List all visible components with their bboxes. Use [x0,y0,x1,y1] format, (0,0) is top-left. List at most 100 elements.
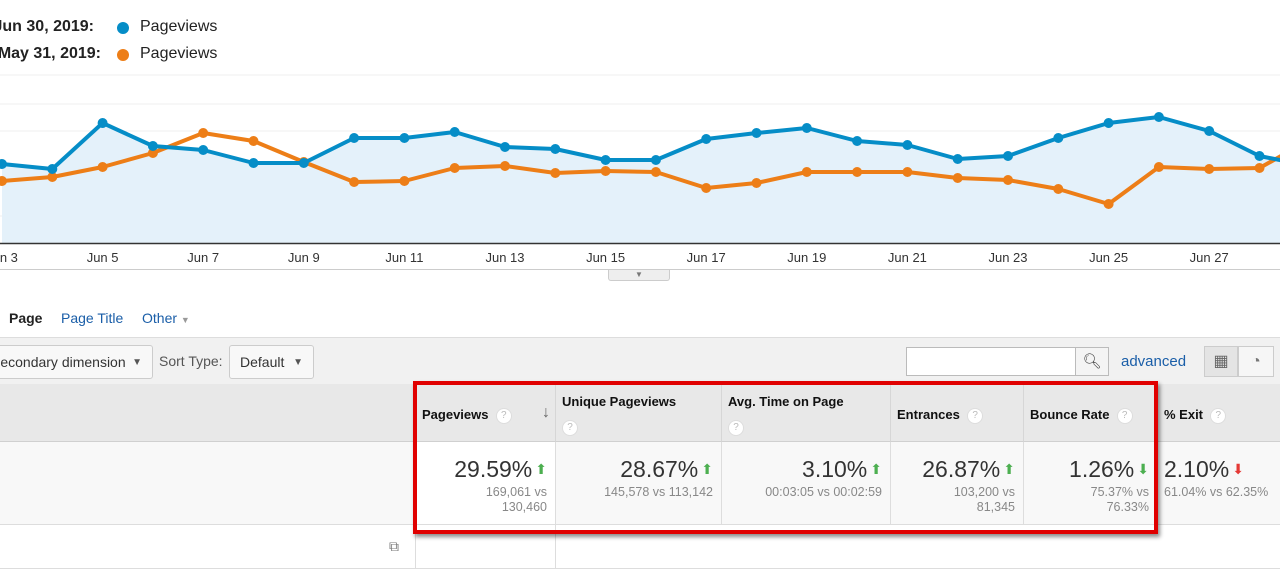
help-icon[interactable]: ? [967,407,984,424]
legend-date: Jun 30, 2019: [0,18,94,35]
x-tick-label: Jun 27 [1190,250,1229,265]
series-dot-icon [117,22,129,34]
change-percent: 3.10% [802,456,868,482]
x-tick-label: Jun 9 [288,250,320,265]
data-point [1204,126,1215,136]
data-point [1254,151,1265,161]
data-point [97,118,108,128]
data-point [147,148,158,158]
divider [555,525,556,569]
change-value: 2.10% ⬇ [1164,456,1280,483]
data-point [399,133,410,143]
tab-page-title[interactable]: Page Title [61,310,124,326]
data-point [852,136,863,146]
x-tick-label: Jun 19 [787,250,826,265]
open-link-icon[interactable]: ⧉ [389,538,399,554]
collapse-chart-button[interactable]: ▼ [608,270,670,281]
search-button[interactable]: 🔍︎ [1075,347,1109,376]
data-point [198,128,209,138]
data-point [198,145,209,155]
data-point [701,183,712,193]
data-point [550,144,561,154]
x-tick-label: Jun 15 [586,250,625,265]
column-header-label: Entrances [897,407,960,422]
data-point [952,173,963,183]
column-header[interactable]: Entrances ? [891,384,1024,442]
data-point [902,140,913,150]
change-value: 28.67% ⬆ [560,456,713,483]
tab-other-label: Other [142,310,178,326]
data-point [97,162,108,172]
arrow-down-icon: ⬇ [1137,461,1149,477]
pie-chart-icon: ◔ [1251,353,1261,370]
change-percent: 2.10% [1164,456,1230,482]
highlight-box [413,381,1158,534]
tab-other[interactable]: Other ▼ [142,310,190,326]
help-icon[interactable]: ? [1210,407,1227,424]
change-percent: 26.87% [922,456,1001,482]
data-point [1204,164,1215,174]
x-tick-label: Jun 7 [187,250,219,265]
sort-type-dropdown[interactable]: Default ▼ [229,345,314,379]
column-header-label: Pageviews [422,407,489,422]
data-point [500,142,510,152]
sort-arrow-down-icon[interactable]: ↓ [542,404,550,421]
change-percent: 28.67% [620,456,699,482]
data-point [248,136,259,146]
data-point [801,167,812,177]
data-point [1103,118,1114,128]
help-icon[interactable]: ? [728,419,744,436]
data-point [1053,133,1064,143]
column-header[interactable]: Pageviews ? ↓ [416,384,556,442]
tab-page[interactable]: Page [9,310,43,326]
arrow-up-icon: ⬆ [1003,461,1015,477]
data-point [298,158,309,168]
column-header[interactable]: Unique Pageviews? [556,384,722,442]
secondary-dimension-dropdown[interactable]: Secondary dimension ▼ [0,345,153,379]
data-point [0,159,7,169]
divider [415,525,416,569]
comparison-values: 145,578 vs 113,142 [604,485,713,499]
data-point [650,167,661,177]
advanced-link[interactable]: advanced [1121,353,1187,370]
column-header[interactable]: Avg. Time on Page? [722,384,891,442]
x-tick-label: Jun 3 [0,250,18,265]
legend-item-previous: May 31, 2019: Pageviews [0,45,320,65]
arrow-up-icon: ⬆ [535,461,547,477]
data-point [701,134,712,144]
change-value: 29.59% ⬆ [420,456,547,483]
x-tick-label: Jun 5 [87,250,119,265]
arrow-down-icon: ⬇ [1232,461,1244,477]
help-icon[interactable]: ? [495,407,512,424]
table-view-button[interactable]: ▦ [1204,346,1238,377]
arrow-up-icon: ⬆ [870,461,882,477]
table-search-input[interactable] [906,347,1076,376]
column-header[interactable]: % Exit ? [1158,384,1280,442]
help-icon[interactable]: ? [1116,407,1133,424]
data-point [449,163,460,173]
data-point [0,176,7,186]
comparison-values: 61.04% vs 62.35% [1164,485,1269,499]
pie-view-button[interactable]: ◔ [1238,346,1274,377]
data-point [399,176,410,186]
data-point [1003,175,1013,185]
metric-change-cell: 26.87% ⬆ 103,200 vs 81,345 [891,442,1024,525]
help-icon[interactable]: ? [562,419,578,436]
data-point [147,141,158,151]
change-percent: 1.26% [1069,456,1135,482]
column-header-label: Unique Pageviews [562,394,677,409]
change-percent: 29.59% [454,456,533,482]
comparison-values: 103,200 vs 81,345 [953,485,1015,514]
legend-date: May 31, 2019: [0,45,101,62]
grid-icon: ▦ [1213,353,1229,370]
dropdown-label: Default [240,354,285,370]
line-chart: Jun 3 Jun 5 Jun 7 Jun 9 Jun 11 Jun 13 Jun 15 Ju… [0,74,1280,265]
data-point [47,172,58,182]
column-header[interactable]: Bounce Rate ? [1024,384,1158,442]
search-icon: 🔍︎ [1082,353,1102,370]
data-point [852,167,863,177]
data-point [801,123,812,133]
x-tick-label: Jun 23 [988,250,1027,265]
data-point [1053,184,1064,194]
data-point [1003,151,1013,161]
